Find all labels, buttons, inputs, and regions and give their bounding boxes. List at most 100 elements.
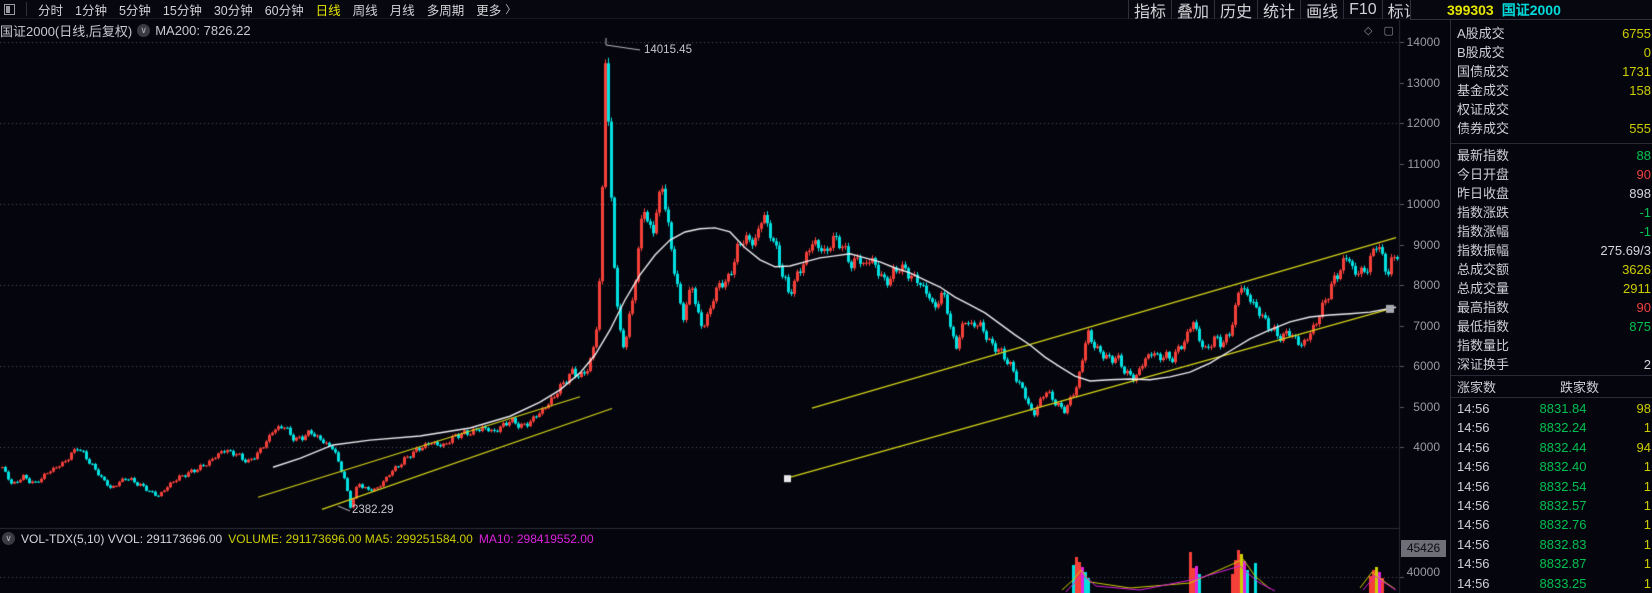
period-tab-周线[interactable]: 周线	[352, 3, 378, 18]
quote-row-value: 158	[1629, 83, 1651, 98]
price-axis-label: 13000	[1406, 75, 1440, 90]
period-tab-60分钟[interactable]: 60分钟	[264, 3, 304, 18]
quote-row-label: 指数涨幅	[1457, 224, 1510, 239]
price-axis-label: 11000	[1407, 156, 1440, 171]
panel-divider	[1451, 375, 1652, 376]
tick-row: 14:56 8832.76 1	[1457, 517, 1651, 533]
quote-row-value: 2911	[1623, 281, 1651, 296]
vol-ma10-label: MA10: 298419552.00	[478, 531, 594, 546]
quote-row-label: 基金成交	[1457, 83, 1510, 98]
quote-row-label: B股成交	[1457, 45, 1505, 60]
quote-row-value: 0	[1643, 45, 1651, 60]
period-tab-月线[interactable]: 月线	[389, 3, 415, 18]
quote-row: B股成交 0	[1451, 43, 1652, 62]
quote-row-label: 指数量比	[1457, 338, 1510, 353]
pane-control-icons[interactable]: ◇ ▢	[1364, 25, 1398, 37]
toolbar-button-F10[interactable]: F10	[1343, 0, 1382, 19]
main-chart-canvas[interactable]	[0, 20, 1450, 593]
quote-row-label: 最高指数	[1457, 300, 1510, 315]
ma200-label: MA200: 7826.22	[155, 22, 251, 38]
tick-row: 14:56 8832.54 1	[1457, 478, 1651, 494]
quote-row-label: A股成交	[1457, 26, 1505, 41]
quote-row-value: 6755	[1622, 26, 1651, 41]
tick-row: 14:56 8831.84 98	[1457, 401, 1651, 416]
volume-axis-badge: 45426	[1401, 540, 1446, 557]
period-tab-5分钟[interactable]: 5分钟	[118, 3, 151, 18]
price-axis-label: 10000	[1406, 197, 1440, 211]
tick-row: 14:56 8832.57 1	[1457, 498, 1651, 513]
quote-panel: A股成交 6755 B股成交 0 国债成交 1731 基金成交 158 权证成交 债券成交 555 最…	[1450, 20, 1652, 593]
quote-row: 指数量比	[1451, 336, 1652, 355]
quote-row: 指数涨跌 -1	[1451, 203, 1652, 222]
volume-axis-label: 40000	[1406, 565, 1440, 579]
quote-row-label: 最新指数	[1457, 148, 1510, 163]
price-axis-label: 6000	[1413, 359, 1440, 373]
decliners-label[interactable]: 跌家数	[1560, 380, 1600, 395]
quote-row: 债券成交 555	[1451, 119, 1652, 138]
price-axis-label: 14000	[1406, 35, 1440, 49]
period-tab-15分钟[interactable]: 15分钟	[162, 3, 202, 18]
quote-row-label: 深证换手	[1457, 357, 1510, 372]
quote-row-value: 88	[1636, 148, 1651, 163]
more-arrow-icon[interactable]: 〉	[505, 4, 517, 16]
toolbar-button-历史[interactable]: 历史	[1214, 0, 1257, 21]
vol-ma5-label: VOLUME: 291173696.00 MA5: 299251584.00	[228, 531, 473, 546]
price-axis-label: 9000	[1413, 237, 1440, 252]
quote-row-value: 898	[1629, 186, 1651, 201]
window-icon[interactable]	[4, 3, 15, 15]
toolbar-button-画线[interactable]: 画线	[1300, 0, 1343, 21]
tick-list-header: 涨家数 跌家数	[1451, 378, 1652, 397]
collapse-chevron-icon[interactable]: ∨	[137, 23, 151, 37]
toolbar-button-统计[interactable]: 统计	[1257, 0, 1300, 21]
tick-row: 14:56 8832.24 1	[1457, 420, 1651, 436]
period-tab-多周期[interactable]: 多周期	[426, 3, 465, 18]
period-tab-更多[interactable]: 更多	[476, 3, 502, 18]
quote-row-value: -1	[1639, 224, 1651, 239]
quote-row-label: 债券成交	[1457, 121, 1510, 136]
tick-row: 14:56 8832.83 1	[1457, 536, 1651, 552]
toolbar-button-叠加[interactable]: 叠加	[1171, 0, 1214, 21]
quote-row-label: 指数涨跌	[1457, 205, 1510, 220]
quote-row: 权证成交	[1451, 100, 1652, 119]
top-toolbar: 分时 1分钟 5分钟 15分钟 30分钟 60分钟 日线 周线 月线 多周期 更多 〉	[0, 0, 1652, 19]
quote-row-value: -1	[1639, 205, 1651, 220]
quote-row-label: 权证成交	[1457, 102, 1510, 117]
quote-row: 指数涨幅 -1	[1451, 222, 1652, 241]
quote-row-value: 1731	[1622, 64, 1651, 79]
stock-code[interactable]: 399303	[1447, 1, 1494, 18]
period-tab-日线[interactable]: 日线	[315, 3, 341, 18]
panel-divider	[1451, 143, 1652, 144]
quote-row-label: 总成交量	[1457, 281, 1510, 296]
quote-row-value: 90	[1636, 167, 1651, 182]
quote-row-value: 275.69/3	[1600, 243, 1651, 258]
stock-name[interactable]: 国证2000	[1501, 1, 1561, 18]
tick-row: 14:56 8832.44 94	[1457, 439, 1651, 455]
quote-row-label: 最低指数	[1457, 319, 1510, 334]
vol-collapse-icon[interactable]: ∨	[2, 532, 15, 545]
quote-row-label: 总成交额	[1457, 262, 1510, 277]
quote-row: 最高指数 90	[1451, 298, 1652, 317]
period-tab-分时[interactable]: 分时	[38, 3, 64, 18]
period-tab-1分钟[interactable]: 1分钟	[75, 3, 107, 18]
quote-row-label: 今日开盘	[1457, 167, 1510, 182]
period-tabs: 分时 1分钟 5分钟 15分钟 30分钟 60分钟 日线 周线 月线 多周期 更多	[32, 0, 507, 19]
toolbar-button-指标[interactable]: 指标	[1128, 0, 1171, 21]
quote-row-value: 2	[1643, 357, 1651, 372]
chart-title-bar: 国证2000(日线,后复权) ∨ MA200: 7826.22	[0, 22, 251, 39]
quote-row-label: 指数振幅	[1457, 243, 1510, 258]
quote-row-value: 555	[1629, 121, 1651, 136]
tick-row: 14:56 8832.40 1	[1457, 459, 1651, 475]
low-annotation: 2382.29	[352, 504, 394, 516]
tick-row: 14:56 8832.87 1	[1457, 556, 1651, 572]
quote-panel-header: 399303 国证2000	[1410, 0, 1652, 20]
price-axis-label: 4000	[1413, 440, 1440, 454]
price-axis-label: 7000	[1413, 318, 1440, 333]
quote-row: 昨日收盘 898	[1451, 184, 1652, 203]
quote-row-value: 875	[1629, 319, 1651, 334]
chart-title: 国证2000(日线,后复权)	[0, 23, 133, 39]
panel-divider	[1451, 397, 1652, 398]
period-tab-30分钟[interactable]: 30分钟	[213, 3, 253, 18]
advancers-label[interactable]: 涨家数	[1457, 380, 1497, 395]
quote-row-label: 昨日收盘	[1457, 186, 1510, 201]
peak-annotation: 14015.45	[644, 44, 692, 56]
